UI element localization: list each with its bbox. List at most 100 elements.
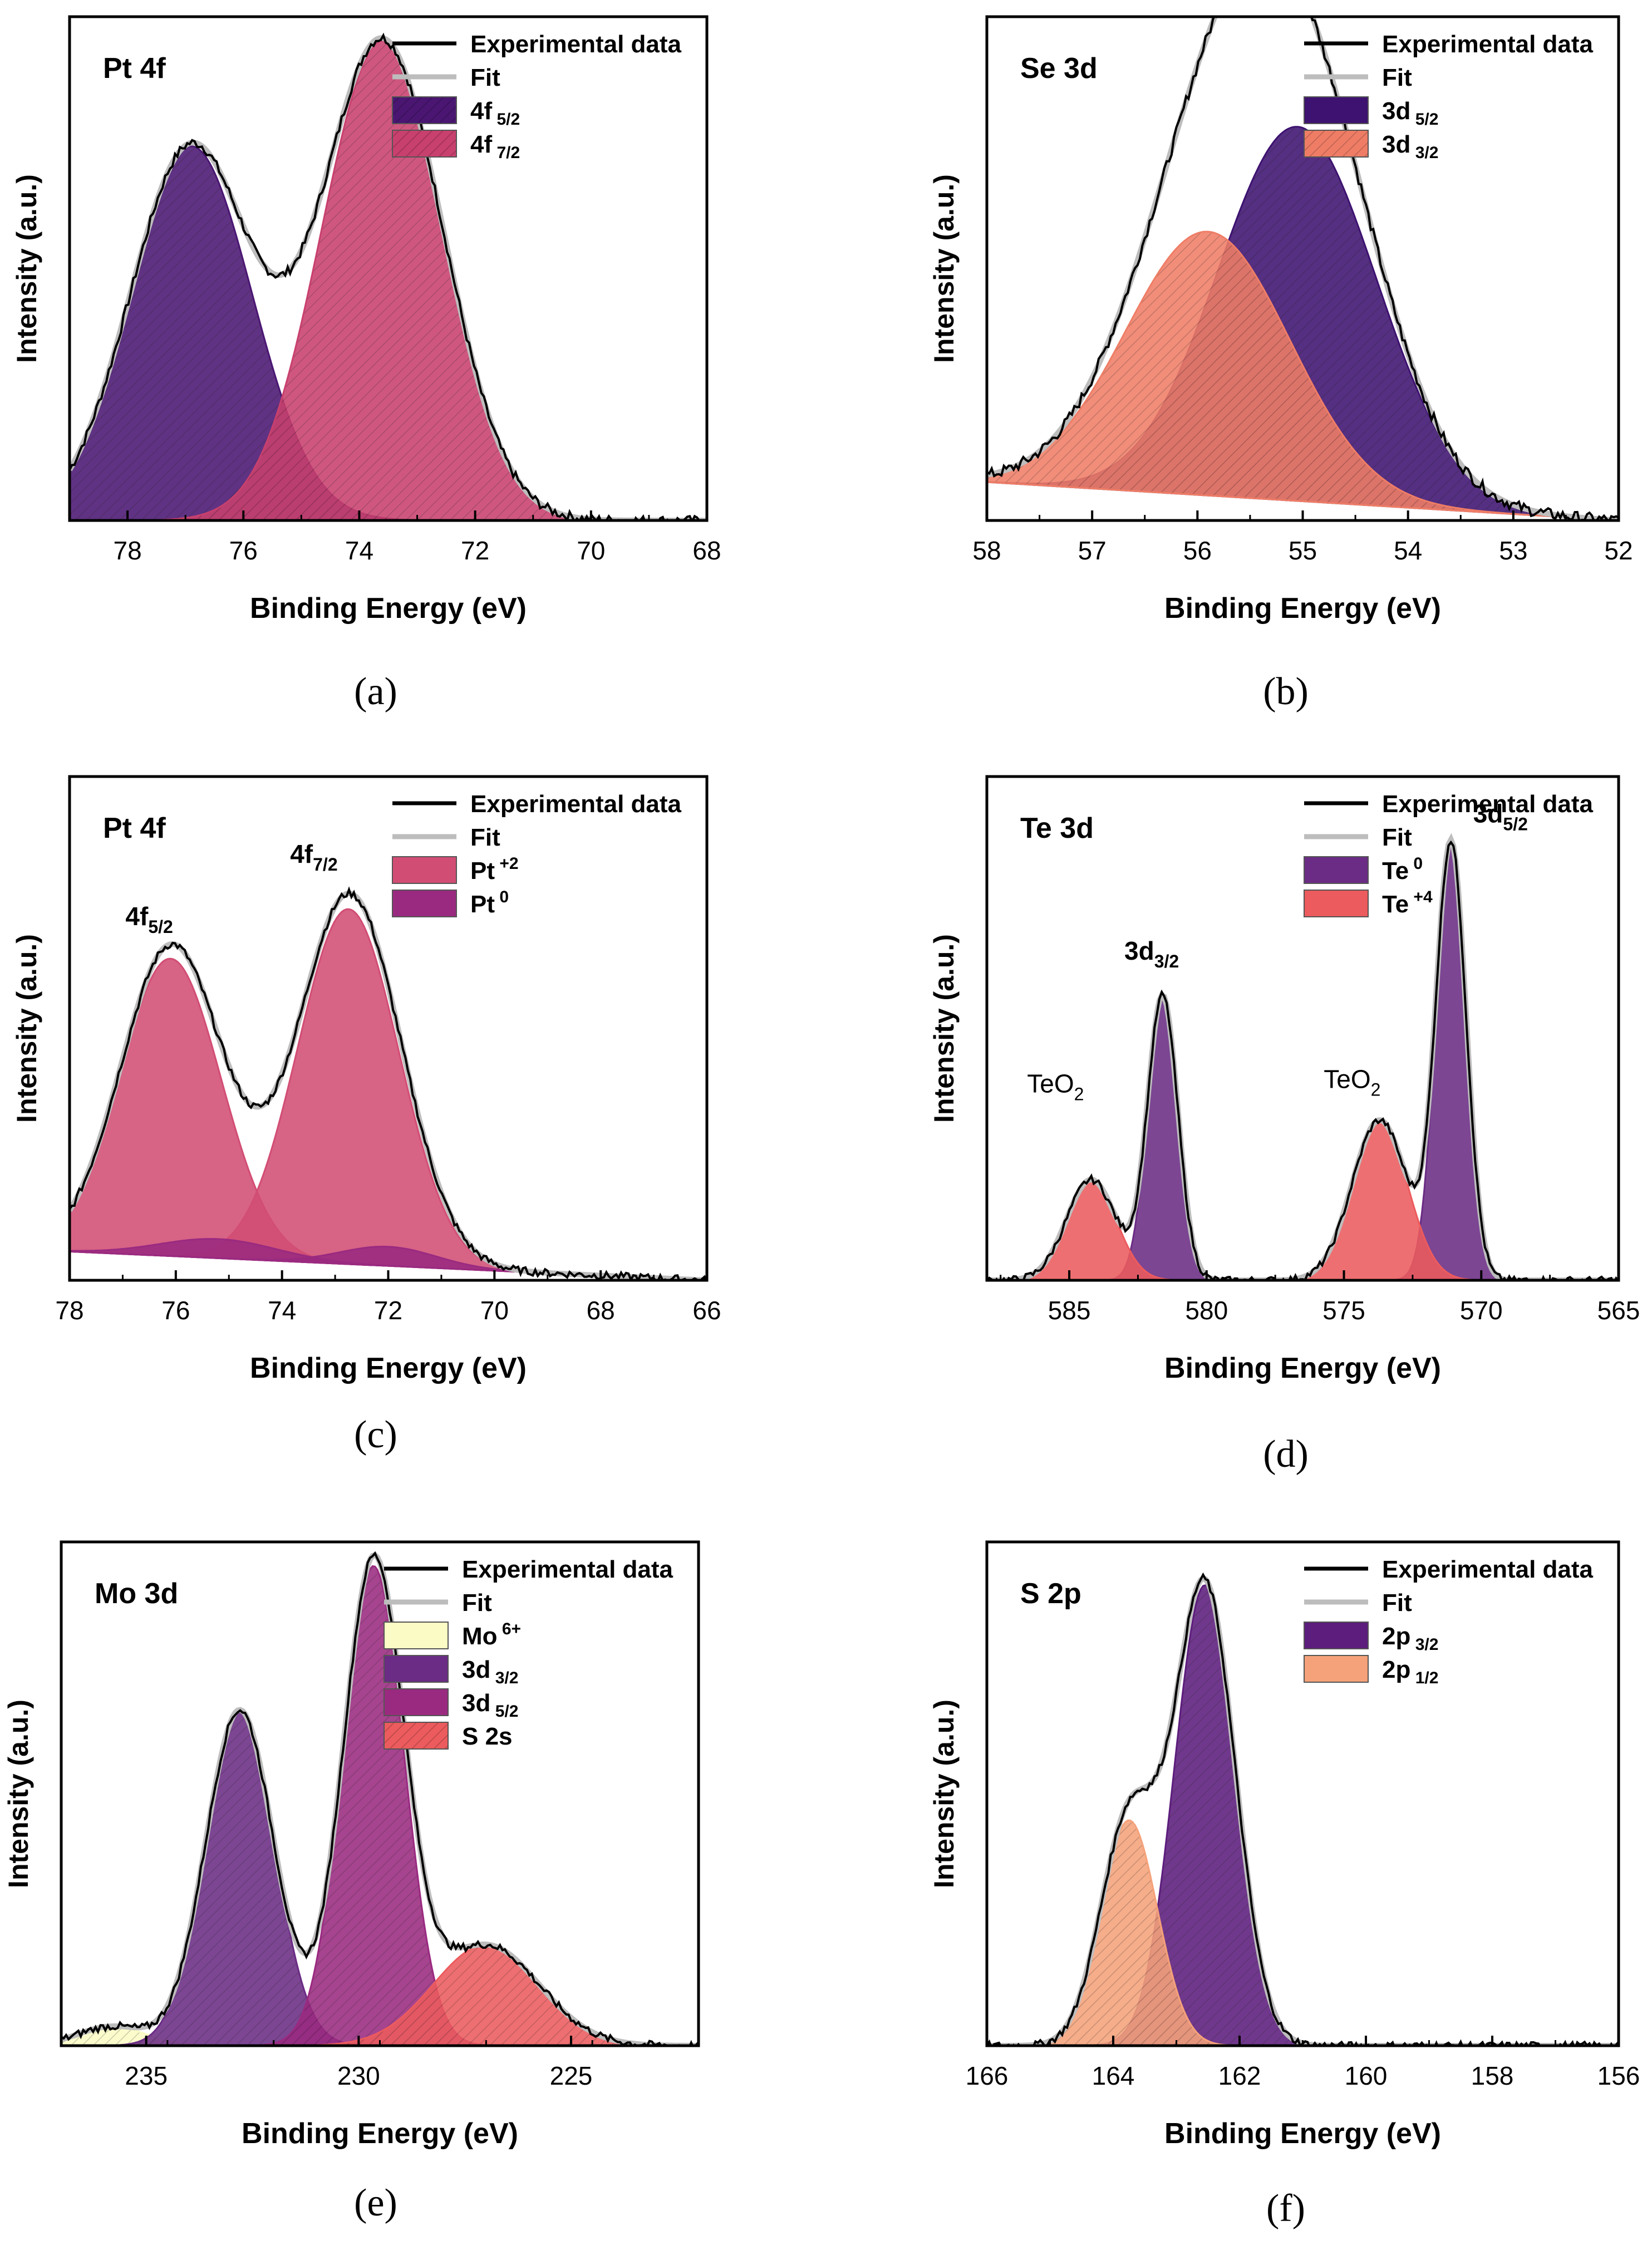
x-tick-label: 72	[374, 1296, 402, 1325]
y-axis-label: Intensity (a.u.)	[928, 1699, 960, 1888]
x-axis-label: Binding Energy (eV)	[1164, 592, 1441, 625]
legend-entry: Fit	[392, 824, 500, 851]
chart-panel-d: 585 580 575 570 565 Binding Energy (eV) Intens…	[928, 775, 1640, 1476]
legend-entry: Fit	[1304, 824, 1412, 851]
x-tick-label: 156	[1597, 2061, 1640, 2090]
axes-frame	[68, 15, 709, 522]
svg-text:Fit: Fit	[1382, 64, 1412, 91]
x-tick-label: 68	[587, 1296, 615, 1325]
y-axis-label: Intensity (a.u.)	[3, 1699, 34, 1888]
x-axis-label: Binding Energy (eV)	[242, 2117, 518, 2150]
peak-annotation: 4f5/2	[125, 902, 173, 937]
chart-title: Mo 3d	[95, 1578, 178, 1610]
svg-text:Experimental data: Experimental data	[470, 31, 682, 58]
x-tick-label: 78	[55, 1296, 83, 1325]
x-tick-label: 74	[268, 1296, 296, 1325]
svg-text:Experimental data: Experimental data	[462, 1556, 673, 1583]
svg-text:Pt +2: Pt +2	[470, 854, 519, 885]
fit-curve	[987, 1575, 1619, 2046]
chart-title: Se 3d	[1020, 52, 1098, 85]
x-tick-label: 164	[1092, 2061, 1135, 2090]
chart-panel-e: 235 230 225 Binding Energy (eV) Intensity (a…	[3, 1540, 700, 2224]
plot-area	[61, 1551, 699, 2046]
peak-component-3	[987, 1178, 1619, 1280]
panel-caption: (f)	[1266, 2187, 1305, 2230]
legend-entry: Fit	[392, 64, 500, 91]
peak-annotation: 3d5/2	[1473, 799, 1528, 834]
legend-entry: Fit	[1304, 64, 1412, 91]
x-tick-label: 230	[337, 2061, 380, 2090]
legend-entry: 4f 7/2	[392, 130, 520, 162]
chart-panel-c: 78 76 74 72 70 68 66 Binding Energy (eV) Intensi…	[11, 775, 721, 1456]
x-axis-label: Binding Energy (eV)	[1164, 1352, 1441, 1384]
x-tick-label: 58	[972, 536, 1001, 565]
legend-entry: Fit	[384, 1589, 492, 1617]
experimental-data-curve	[987, 1572, 1619, 2046]
legend-entry: Experimental data	[384, 1556, 673, 1583]
experimental-data-curve	[987, 17, 1619, 520]
peak-component-4	[70, 1245, 707, 1280]
svg-text:Fit: Fit	[1382, 1589, 1412, 1617]
svg-text:Pt 0: Pt 0	[470, 888, 509, 918]
panel-caption: (d)	[1263, 1433, 1309, 1476]
x-tick-label: 57	[1078, 536, 1107, 565]
x-tick-label: 70	[577, 536, 605, 565]
svg-text:3d 5/2: 3d 5/2	[462, 1689, 518, 1721]
svg-text:Fit: Fit	[470, 64, 500, 91]
chart-title: Pt 4f	[103, 812, 166, 844]
peak-annotation: 3d3/2	[1124, 936, 1179, 971]
legend-entry: 3d 5/2	[384, 1688, 518, 1721]
legend-entry: 2p 1/2	[1304, 1655, 1438, 1687]
svg-text:Mo 6+: Mo 6+	[462, 1620, 521, 1650]
x-tick-label: 565	[1597, 1296, 1640, 1325]
peak-component-1	[987, 1584, 1619, 2046]
x-tick-label: 575	[1322, 1296, 1365, 1325]
x-tick-label: 70	[480, 1296, 509, 1325]
svg-text:3d 3/2: 3d 3/2	[1382, 131, 1438, 162]
legend-entry: Experimental data	[1304, 31, 1594, 58]
svg-text:Experimental data: Experimental data	[1382, 790, 1594, 818]
x-axis-label: Binding Energy (eV)	[250, 592, 527, 625]
svg-text:Fit: Fit	[470, 824, 500, 851]
svg-text:Te +4: Te +4	[1382, 888, 1433, 918]
legend-entry: 3d 3/2	[384, 1655, 518, 1687]
x-tick-label: 78	[114, 536, 142, 565]
svg-text:4f 5/2: 4f 5/2	[470, 97, 520, 129]
plot-area	[70, 886, 707, 1280]
legend-entry: 3d 5/2	[1304, 96, 1438, 129]
y-axis-label: Intensity (a.u.)	[11, 174, 42, 363]
experimental-data-curve	[70, 32, 701, 520]
x-tick-label: 580	[1185, 1296, 1228, 1325]
legend-entry: Te +4	[1304, 888, 1433, 918]
peak-annotation: TeO2	[1027, 1069, 1084, 1104]
legend-entry: Experimental data	[1304, 1556, 1594, 1583]
x-tick-label: 225	[550, 2061, 593, 2090]
x-tick-label: 166	[966, 2061, 1009, 2090]
y-axis-label: Intensity (a.u.)	[928, 174, 960, 363]
x-tick-label: 68	[692, 536, 721, 565]
peak-component-2	[987, 1819, 1619, 2046]
axes-frame	[985, 775, 1620, 1282]
chart-panel-a: 78 76 74 72 70 68 Binding Energy (eV) Intensity…	[11, 15, 721, 713]
x-tick-label: 235	[125, 2061, 168, 2090]
legend-entry: 4f 5/2	[392, 96, 520, 129]
x-axis-label: Binding Energy (eV)	[250, 1352, 527, 1384]
y-axis-label: Intensity (a.u.)	[11, 934, 42, 1123]
legend-entry: Experimental data	[1304, 790, 1594, 818]
x-tick-label: 56	[1183, 536, 1212, 565]
x-tick-label: 158	[1471, 2061, 1514, 2090]
svg-text:Experimental data: Experimental data	[1382, 31, 1594, 58]
legend-entry: Mo 6+	[384, 1620, 521, 1650]
peak-component-3	[61, 1565, 699, 2046]
svg-text:3d 5/2: 3d 5/2	[1382, 97, 1438, 129]
plot-area	[987, 833, 1619, 1280]
plot-area	[70, 32, 707, 520]
x-axis-label: Binding Energy (eV)	[1164, 2117, 1441, 2150]
x-tick-label: 76	[161, 1296, 190, 1325]
legend-entry: Experimental data	[392, 790, 682, 818]
x-tick-label: 74	[345, 536, 373, 565]
panel-caption: (b)	[1263, 670, 1309, 713]
fit-curve	[987, 17, 1619, 520]
x-tick-label: 66	[692, 1296, 721, 1325]
legend-entry: Pt 0	[392, 888, 509, 918]
